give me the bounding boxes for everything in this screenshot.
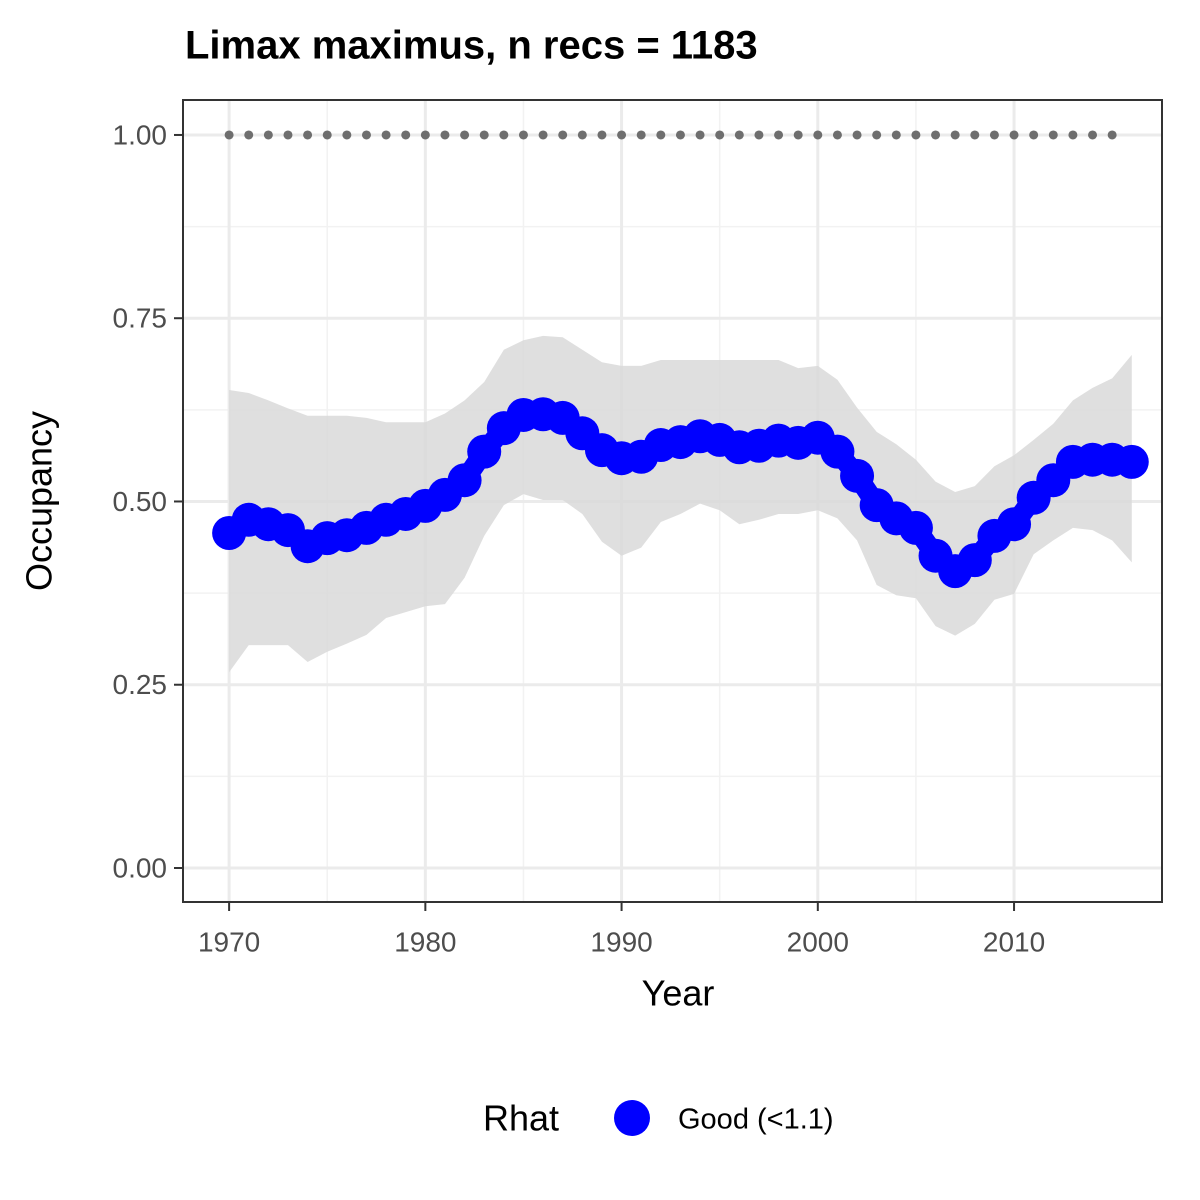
- legend-label: Good (<1.1): [678, 1104, 834, 1136]
- reference-dot: [1048, 130, 1058, 140]
- reference-dot: [224, 130, 234, 140]
- reference-dot: [420, 130, 430, 140]
- reference-dot: [558, 130, 568, 140]
- reference-dot: [774, 130, 784, 140]
- chart-title: Limax maximus, n recs = 1183: [185, 24, 758, 68]
- reference-dot: [793, 130, 803, 140]
- reference-dot: [1088, 130, 1098, 140]
- reference-dot: [1068, 130, 1078, 140]
- reference-dot: [518, 130, 528, 140]
- reference-dot: [460, 130, 470, 140]
- reference-dot: [636, 130, 646, 140]
- reference-dot: [577, 130, 587, 140]
- x-axis-title: Year: [642, 973, 715, 1014]
- data-point: [898, 510, 933, 545]
- y-tick-label: 1.00: [113, 119, 168, 150]
- y-tick-label: 0.75: [113, 303, 168, 334]
- reference-dot: [891, 130, 901, 140]
- reference-dot: [872, 130, 882, 140]
- plot-border: [182, 99, 1163, 903]
- reference-dot: [1107, 130, 1117, 140]
- reference-dot: [1009, 130, 1019, 140]
- reference-dot: [401, 130, 411, 140]
- reference-dot: [263, 130, 273, 140]
- reference-dot: [479, 130, 489, 140]
- reference-dot: [1029, 130, 1039, 140]
- reference-dot: [970, 130, 980, 140]
- y-tick-label: 0.25: [113, 669, 168, 700]
- data-point: [840, 458, 875, 493]
- reference-dot: [734, 130, 744, 140]
- reference-dot: [656, 130, 666, 140]
- legend-title: Rhat: [483, 1098, 559, 1139]
- reference-dot: [342, 130, 352, 140]
- y-tick-label: 0.50: [113, 486, 168, 517]
- reference-dot: [852, 130, 862, 140]
- reference-dot: [440, 130, 450, 140]
- y-axis-title: Occupancy: [19, 411, 60, 591]
- legend-key: [614, 1100, 650, 1136]
- reference-dot: [597, 130, 607, 140]
- data-point: [997, 507, 1032, 542]
- x-tick-label: 1970: [198, 926, 260, 957]
- data-point: [1114, 444, 1149, 479]
- data-point: [957, 543, 992, 578]
- reference-dot: [244, 130, 254, 140]
- reference-dot: [303, 130, 313, 140]
- data-point: [820, 434, 855, 469]
- reference-dot: [361, 130, 371, 140]
- data-point: [467, 434, 502, 469]
- reference-dot: [813, 130, 823, 140]
- reference-dot: [950, 130, 960, 140]
- reference-dot: [832, 130, 842, 140]
- reference-dot: [381, 130, 391, 140]
- reference-dot: [499, 130, 509, 140]
- reference-dot: [931, 130, 941, 140]
- reference-dot: [675, 130, 685, 140]
- reference-dot: [695, 130, 705, 140]
- reference-dot: [754, 130, 764, 140]
- x-tick-label: 1990: [590, 926, 652, 957]
- reference-dot: [715, 130, 725, 140]
- y-tick-label: 0.00: [113, 852, 168, 883]
- confidence-band: [229, 335, 1132, 673]
- reference-dot: [283, 130, 293, 140]
- x-tick-label: 2000: [787, 926, 849, 957]
- data-point: [447, 463, 482, 498]
- x-tick-label: 2010: [983, 926, 1045, 957]
- reference-dot: [911, 130, 921, 140]
- reference-dot: [617, 130, 627, 140]
- reference-dot: [989, 130, 999, 140]
- reference-dot: [322, 130, 332, 140]
- reference-dot: [538, 130, 548, 140]
- x-tick-label: 1980: [394, 926, 456, 957]
